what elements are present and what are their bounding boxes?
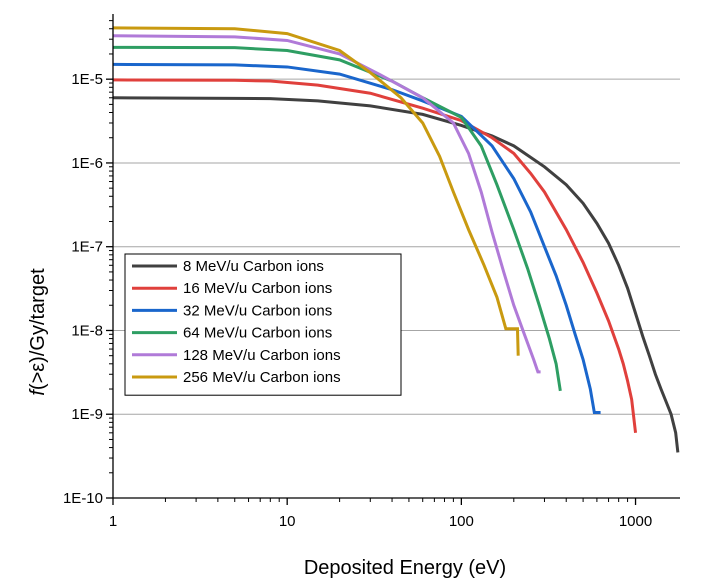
series-line-1 <box>113 96 680 453</box>
x-tick-label: 10 <box>279 513 296 530</box>
y-tick-label: 1E-6 <box>71 155 103 172</box>
series-line-6 <box>113 26 520 356</box>
x-tick-label: 1000 <box>619 513 652 530</box>
legend-label-5: 128 MeV/u Carbon ions <box>183 347 341 364</box>
y-axis-label: f(>ε)/Gy/target <box>27 268 49 396</box>
y-tick-label: 1E-8 <box>71 322 103 339</box>
series-lines <box>113 26 680 453</box>
x-axis-label: Deposited Energy (eV) <box>304 557 506 579</box>
axes <box>106 14 680 505</box>
y-tick-label: 1E-5 <box>71 71 103 88</box>
x-tick-label: 100 <box>449 513 474 530</box>
series-line-4 <box>113 45 562 392</box>
series-line-2 <box>113 78 638 433</box>
legend: 8 MeV/u Carbon ions 16 MeV/u Carbon ions 3… <box>124 253 402 396</box>
y-axis-label-rest: (>ε)/Gy/target <box>27 268 49 390</box>
legend-label-4: 64 MeV/u Carbon ions <box>183 325 332 342</box>
y-axis-label-italic: f <box>27 388 49 396</box>
y-tick-label: 1E-9 <box>71 406 103 423</box>
legend-label-3: 32 MeV/u Carbon ions <box>183 302 332 319</box>
legend-label-1: 8 MeV/u Carbon ions <box>183 258 324 275</box>
y-tick-label: 1E-10 <box>63 490 103 507</box>
legend-box <box>124 253 402 396</box>
x-tick-label: 1 <box>109 513 117 530</box>
series-line-5 <box>113 34 541 374</box>
y-tick-label: 1E-7 <box>71 239 103 256</box>
legend-label-2: 16 MeV/u Carbon ions <box>183 280 332 297</box>
tick-labels: 1 10 100 1000 1E-10 1E-9 1E-8 1E-7 1E-6 1E-5 <box>63 71 652 530</box>
legend-label-6: 256 MeV/u Carbon ions <box>183 369 341 386</box>
series-line-3 <box>113 62 601 414</box>
